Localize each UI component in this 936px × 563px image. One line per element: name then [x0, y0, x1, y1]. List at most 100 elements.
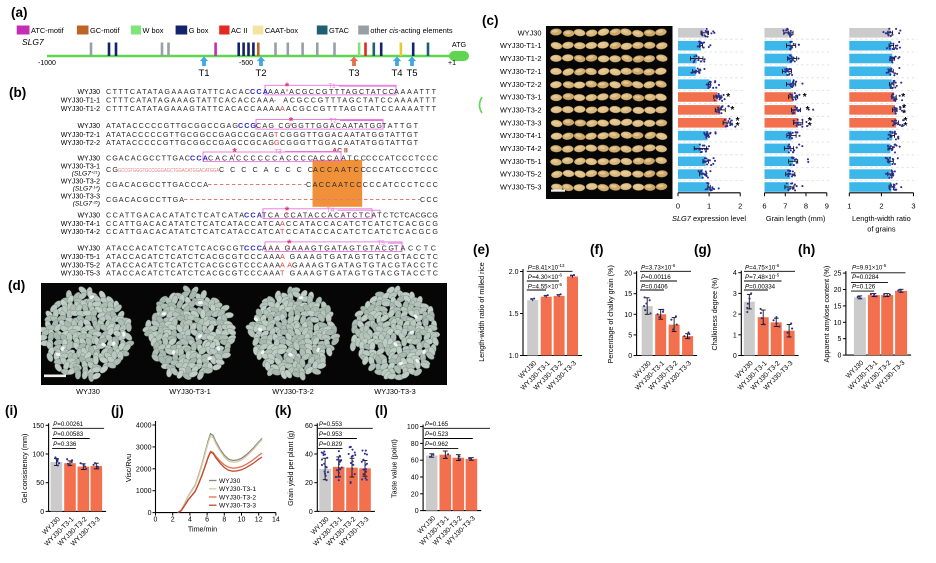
svg-text:WYJ30-T4-2: WYJ30-T4-2	[61, 229, 100, 236]
svg-text:Grain length (mm): Grain length (mm)	[766, 214, 826, 223]
svg-text:WYJ30-T5-1: WYJ30-T5-1	[61, 254, 100, 261]
svg-text:WYJ30-T1-2: WYJ30-T1-2	[500, 54, 541, 63]
svg-text:CCC: CCC	[244, 244, 262, 253]
svg-text:WYJ30-T2-2: WYJ30-T2-2	[61, 140, 100, 147]
svg-text:P=0.829: P=0.829	[319, 441, 343, 448]
svg-text:ATC-motif: ATC-motif	[31, 26, 65, 35]
svg-text:CCATACCACATCTCATCTCACGCG: CCATACCACATCTCATCTCACGCG	[286, 227, 438, 236]
svg-text:W box: W box	[143, 26, 164, 35]
svg-text:WYJ30-T5-3: WYJ30-T5-3	[61, 271, 100, 278]
svg-text:7: 7	[783, 202, 787, 211]
svg-text:WYJ30-T3-3: WYJ30-T3-3	[219, 503, 256, 510]
svg-text:3: 3	[733, 291, 737, 298]
svg-text:80: 80	[411, 441, 419, 448]
svg-text:WYJ30-T3-1: WYJ30-T3-1	[169, 387, 210, 396]
svg-text:20: 20	[834, 287, 842, 294]
svg-text:CCCATCCCTCCC: CCCATCCCTCCC	[366, 165, 438, 174]
svg-text:P=3.73×10-6: P=3.73×10-6	[641, 263, 676, 271]
svg-text:CAG CGGGTTGGACAATATGG: CAG CGGGTTGGACAATATGG	[256, 121, 382, 130]
svg-text:G box: G box	[189, 26, 209, 35]
svg-text:*: *	[806, 105, 810, 116]
svg-text:8: 8	[222, 517, 226, 524]
svg-text:WYJ30: WYJ30	[77, 212, 100, 219]
svg-text:*: *	[287, 238, 292, 250]
svg-text:GCCGTGGGTGCCGGGAGCTGGACATGGACA: GCCGTGGGTGCCGGGAGCTGGACATGGACATGGA	[118, 168, 220, 174]
svg-text:CACCAATCCCCCATCCCTCCC: CACCAATCCCCCATCCCTCCC	[306, 180, 438, 189]
svg-text:0: 0	[676, 202, 680, 211]
svg-text:(SLG7-14): (SLG7-14)	[73, 184, 100, 192]
svg-text:P=4.55×10-5: P=4.55×10-5	[528, 282, 563, 290]
svg-text:T1: T1	[328, 83, 336, 90]
svg-text:AC II: AC II	[332, 147, 348, 154]
svg-text:6: 6	[762, 202, 766, 211]
svg-text:(k): (k)	[275, 403, 292, 418]
svg-text:A: A	[280, 252, 285, 261]
svg-text:CGACACGCCTTGAC: CGACACGCCTTGAC	[106, 154, 190, 163]
svg-text:T: T	[280, 269, 285, 278]
svg-text:WYJ30-T5-2: WYJ30-T5-2	[61, 262, 100, 269]
svg-text:4: 4	[733, 270, 737, 277]
svg-text:0: 0	[415, 508, 419, 515]
svg-text:WYJ30-T4-1: WYJ30-T4-1	[61, 221, 100, 228]
svg-text:P=0.953: P=0.953	[319, 431, 343, 438]
svg-text:WYJ30-T1-1: WYJ30-T1-1	[500, 41, 541, 50]
svg-text:60: 60	[305, 423, 313, 430]
svg-text:CCA: CCA	[244, 210, 262, 219]
svg-text:P=9.91×10-5: P=9.91×10-5	[852, 263, 887, 271]
svg-text:CGACACGCCTTGA: CGACACGCCTTGA	[106, 195, 184, 204]
svg-text:WYJ30-T3-1: WYJ30-T3-1	[500, 93, 541, 102]
svg-text:(a): (a)	[11, 5, 28, 20]
svg-text:WYJ30-T1-1: WYJ30-T1-1	[61, 97, 100, 104]
svg-text:*: *	[808, 116, 812, 127]
svg-text:CCC: CCC	[420, 195, 438, 204]
svg-text:25: 25	[834, 271, 842, 278]
svg-text:(e): (e)	[473, 242, 490, 257]
svg-text:WYJ30-T3-2: WYJ30-T3-2	[500, 106, 541, 115]
svg-text:*: *	[285, 81, 290, 93]
svg-text:4: 4	[188, 517, 192, 524]
svg-text:Taste value (point): Taste value (point)	[390, 439, 399, 498]
svg-text:T5: T5	[377, 240, 385, 247]
svg-text:ATACCACATCTCATCTCACGCGTCCCAAA: ATACCACATCTCATCTCACGCGTCCCAAA	[106, 269, 280, 278]
svg-text:*: *	[289, 115, 294, 127]
svg-text:AAA ACGCCGTTTAGCTATCC: AAA ACGCCGTTTAGCTATCC	[268, 87, 394, 96]
svg-text:-1000: -1000	[38, 60, 56, 67]
svg-text:WYJ30-T3-3: WYJ30-T3-3	[61, 194, 100, 201]
svg-text:*: *	[726, 92, 730, 103]
svg-text:Gel consistency (mm): Gel consistency (mm)	[20, 434, 29, 504]
svg-text:ATATACCCCCGTTGCGGCCGAG: ATATACCCCCGTTGCGGCCGAG	[106, 121, 238, 130]
svg-text:WYJ30-T2-1: WYJ30-T2-1	[61, 132, 100, 139]
svg-text:Visc/Rvu: Visc/Rvu	[124, 454, 133, 482]
svg-text:1.0: 1.0	[509, 353, 519, 360]
svg-text:ATACCACATCTCATCTCACGCGTCCCAAA: ATACCACATCTCATCTCACGCGTCCCAAA	[106, 252, 280, 261]
svg-text:40: 40	[411, 475, 419, 482]
svg-text:*: *	[803, 92, 807, 103]
svg-text:(b): (b)	[9, 85, 26, 100]
svg-text:50: 50	[36, 480, 44, 487]
svg-text:40: 40	[305, 452, 313, 459]
svg-text:1: 1	[707, 202, 711, 211]
svg-text:GAAAGTGATAGTGTACGTACCTC: GAAAGTGATAGTGTACGTACCTC	[286, 252, 438, 261]
svg-text:100: 100	[407, 424, 419, 431]
svg-text:P=0.00116: P=0.00116	[641, 274, 671, 281]
svg-text:0: 0	[837, 353, 841, 360]
svg-text:WYJ30: WYJ30	[76, 387, 100, 396]
svg-text:SLG7 expression level: SLG7 expression level	[672, 214, 746, 223]
svg-text:0: 0	[628, 353, 632, 360]
svg-text:12: 12	[255, 517, 263, 524]
svg-text:P=4.75×10-6: P=4.75×10-6	[745, 263, 780, 271]
svg-text:*: *	[285, 205, 290, 217]
svg-text:WYJ30: WYJ30	[77, 123, 100, 130]
svg-text:*: *	[736, 121, 740, 132]
svg-text:WYJ30-T4-2: WYJ30-T4-2	[500, 144, 541, 153]
svg-text:GC-motif: GC-motif	[90, 26, 121, 35]
svg-text:Length-width ratio: Length-width ratio	[852, 214, 911, 223]
svg-text:WYJ30-T5-2: WYJ30-T5-2	[500, 170, 541, 179]
svg-text:WYJ30: WYJ30	[77, 156, 100, 163]
svg-text:9: 9	[825, 202, 829, 211]
svg-text:AAAATTT: AAAATTT	[394, 87, 437, 96]
svg-text:CTTTCATATAGAAAGTATTCACACCAAAA: CTTTCATATAGAAAGTATTCACACCAAAA	[106, 104, 280, 113]
svg-text:1.5: 1.5	[509, 311, 519, 318]
svg-text:(f): (f)	[590, 242, 604, 257]
svg-text:1000: 1000	[136, 488, 152, 495]
